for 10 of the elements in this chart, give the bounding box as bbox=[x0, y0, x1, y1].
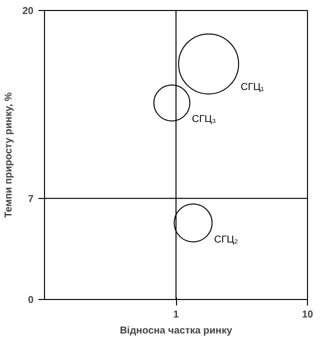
series-label: СГЦ₁ bbox=[240, 82, 265, 93]
y-axis-title: Темпи приросту ринку, % bbox=[3, 92, 14, 218]
series-label: СГЦ₃ bbox=[192, 114, 216, 125]
y-tick-label: 20 bbox=[22, 6, 34, 17]
x-axis-title: Відносна частка ринку bbox=[120, 326, 233, 336]
x-tick-label: 10 bbox=[302, 310, 314, 320]
y-tick-label: 7 bbox=[28, 194, 34, 205]
x-tick-label: 1 bbox=[173, 310, 180, 320]
y-tick-label: 0 bbox=[28, 295, 34, 306]
series-label: СГЦ₂ bbox=[214, 234, 238, 246]
